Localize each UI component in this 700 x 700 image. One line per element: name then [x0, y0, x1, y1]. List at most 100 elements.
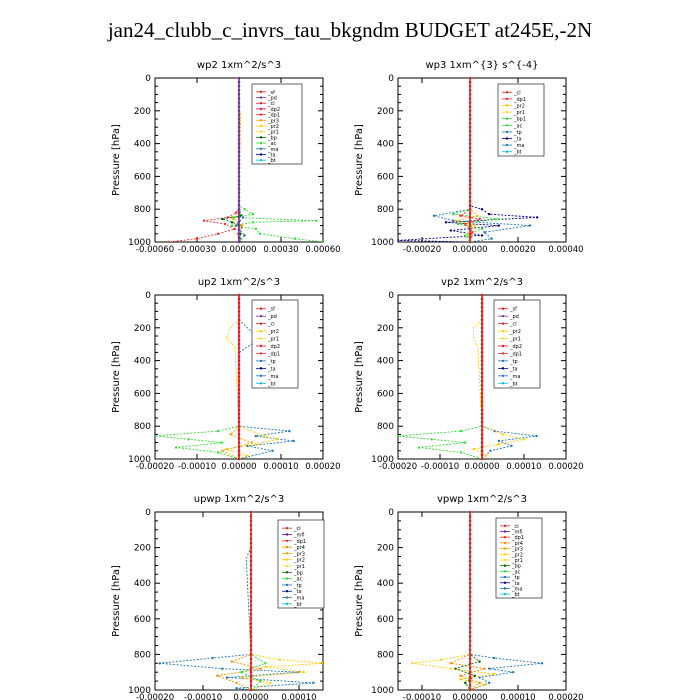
series-point [240, 671, 243, 674]
series-point [237, 207, 241, 211]
series-point [480, 293, 484, 297]
series-point [480, 449, 484, 453]
series-point [480, 227, 484, 231]
legend-entry: _dp1 [267, 113, 280, 119]
series-point [250, 441, 253, 444]
legend-entry: _ma [511, 586, 522, 592]
legend-entry: _pr2 [509, 329, 521, 335]
series-point [468, 138, 472, 141]
series-point [225, 447, 228, 451]
legend-marker [259, 158, 263, 162]
legend-entry: _pr1 [511, 558, 523, 564]
series-point [237, 212, 241, 215]
legend-entry: _mfl [511, 530, 523, 536]
series-point [468, 220, 472, 223]
series-line-pr3 [232, 78, 243, 242]
series-line-bp [454, 512, 481, 690]
legend-marker [259, 359, 263, 363]
series-point [480, 322, 484, 326]
legend-entry: _ta [267, 152, 276, 158]
series-line-pr2 [225, 295, 277, 459]
y-tick-label: 800 [377, 205, 394, 215]
legend-marker [505, 91, 509, 94]
series-point [492, 672, 496, 676]
series-point [468, 97, 472, 100]
legend-marker [503, 570, 507, 573]
series-point [480, 375, 484, 379]
series-point [459, 678, 462, 681]
series-point [237, 392, 241, 395]
series-point [249, 524, 253, 527]
series-point [454, 667, 457, 670]
chart-title: wp3 1xm^{3} s^{-4} [425, 60, 538, 71]
series-point [468, 216, 472, 219]
series-point [492, 656, 496, 660]
series-point [237, 97, 241, 100]
series-point [468, 240, 472, 244]
series-point [468, 604, 472, 607]
series-point [187, 438, 190, 441]
y-tick-label: 200 [377, 544, 394, 554]
series-point [468, 134, 472, 137]
x-tick-label: -0.00020 [136, 462, 174, 472]
series-point [237, 388, 241, 391]
series-point [237, 113, 241, 117]
legend-marker [505, 130, 509, 134]
y-tick-label: 1000 [371, 238, 394, 248]
series-point [237, 232, 241, 236]
series-point [490, 237, 493, 240]
series-point [480, 441, 484, 444]
series-point [480, 310, 484, 313]
series-point [468, 158, 472, 162]
series-point [237, 306, 241, 309]
legend-marker [285, 539, 289, 542]
series-point [237, 396, 241, 399]
y-tick-label: 1000 [371, 455, 394, 465]
series-point [314, 219, 318, 222]
series-point [292, 439, 295, 443]
legend-marker [285, 564, 289, 568]
series-point [468, 595, 472, 598]
series-point [249, 586, 253, 589]
series-point [468, 166, 472, 170]
series-point [243, 234, 246, 237]
y-tick-label: 800 [134, 650, 151, 660]
legend-entry: _tp [513, 130, 522, 136]
legend-entry: _ac [513, 123, 523, 129]
x-tick-label: -0.00010 [421, 462, 459, 472]
legend-marker [259, 102, 263, 105]
legend-marker [285, 596, 289, 599]
legend-entry: _dp1 [293, 539, 306, 545]
legend-marker [259, 96, 263, 99]
x-tick-label: 0.00040 [548, 245, 583, 255]
series-point [468, 599, 472, 603]
series-point [468, 590, 472, 594]
series-point [478, 217, 481, 221]
series-point [468, 187, 472, 190]
series-point [501, 433, 505, 436]
legend-entry: _bp [267, 135, 277, 141]
series-point [232, 217, 235, 221]
series-point [237, 375, 241, 379]
legend-marker [505, 137, 509, 140]
series-point [321, 240, 323, 242]
legend-entry: _pr4 [293, 545, 305, 551]
series-point [480, 363, 484, 367]
series-point [237, 449, 241, 453]
series-point [478, 660, 481, 663]
series-point [158, 662, 161, 665]
x-tick-label: 0.00000 [452, 245, 487, 255]
series-line-pr4 [215, 512, 261, 690]
series-point [264, 665, 267, 669]
chart-panel-6: vpwp 1xm^2/s^3 Pressure [hPa] 0 200 400 600 80… [354, 494, 584, 700]
legend-marker [285, 558, 289, 561]
series-point [237, 404, 241, 408]
series-point [254, 434, 257, 438]
series-point [249, 581, 253, 585]
series-point [444, 221, 448, 224]
legend-marker [285, 571, 289, 574]
series-point [249, 653, 253, 656]
x-tick-label: 0.00010 [506, 462, 541, 472]
legend-marker [505, 124, 509, 127]
series-point [398, 434, 400, 438]
